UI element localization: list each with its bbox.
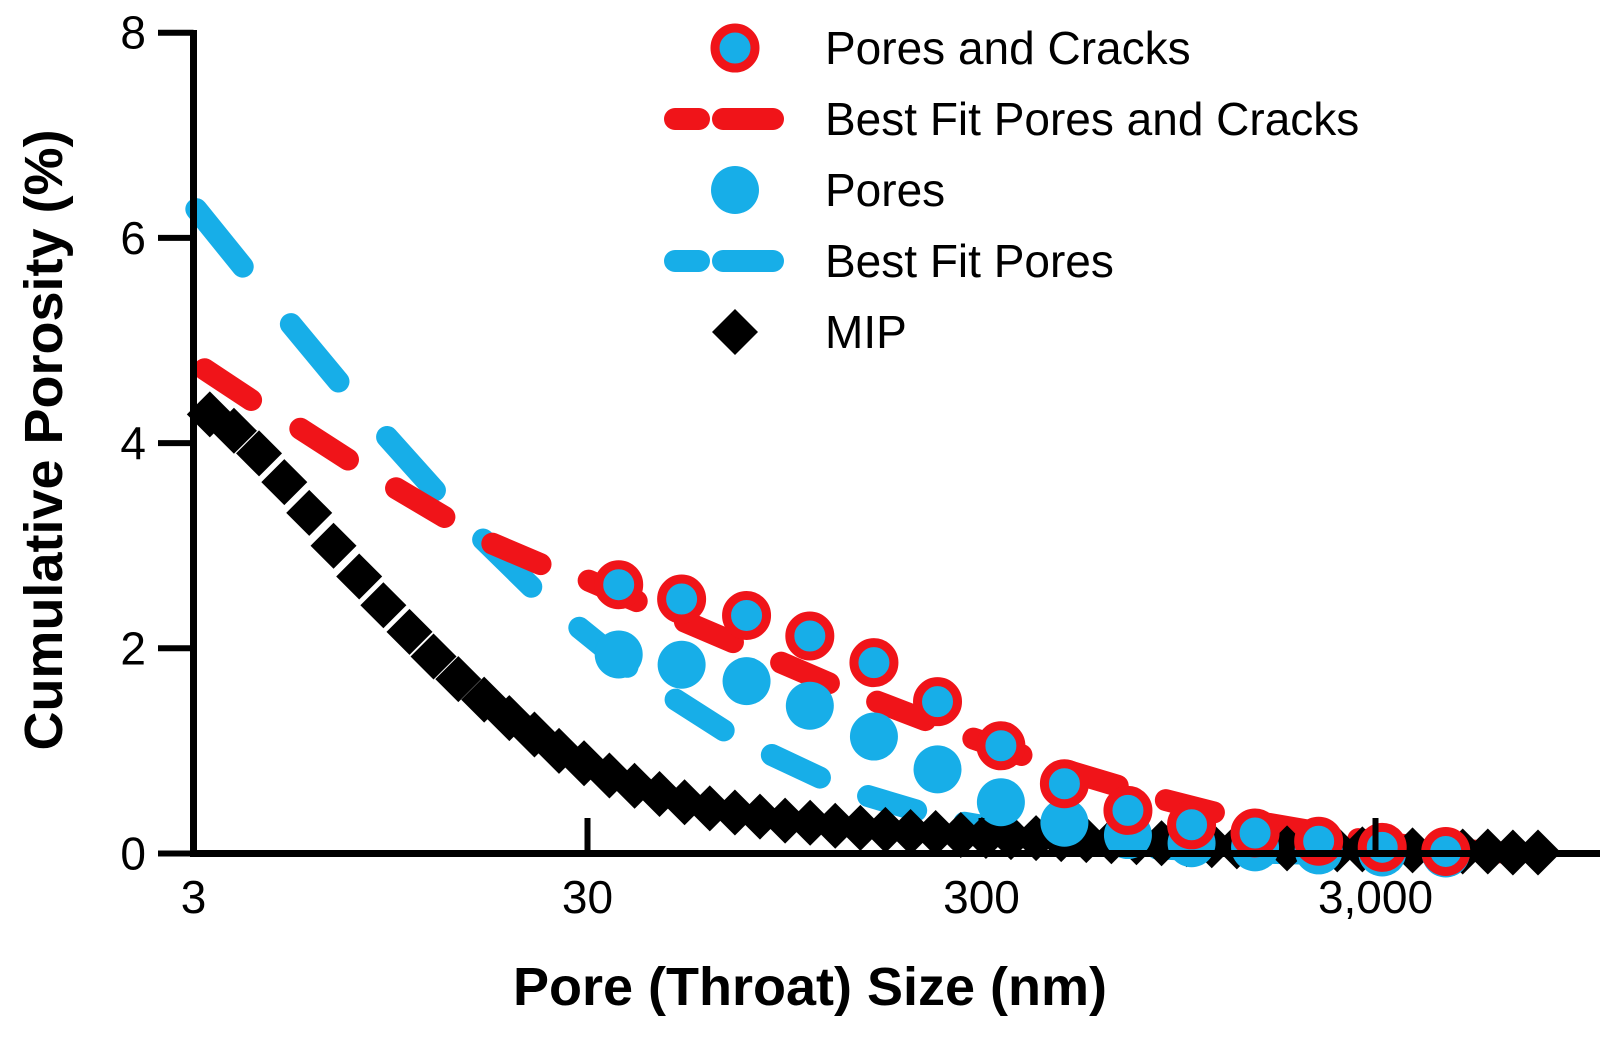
legend-label: MIP (825, 306, 907, 358)
series-best-fit-pores (185, 198, 1313, 865)
marker-pores (1040, 798, 1089, 847)
y-tick-labels: 0 2 4 6 8 (120, 7, 146, 880)
marker-pores (657, 640, 706, 689)
dash-segment (673, 610, 744, 654)
x-tick-label-300: 300 (943, 871, 1020, 923)
dash-segment (193, 358, 263, 412)
y-tick-marks (158, 29, 194, 857)
legend-label: Pores (825, 164, 945, 216)
marker-mip (261, 459, 308, 506)
dash-segment (866, 690, 937, 732)
legend-item-pores: Pores (711, 164, 945, 216)
marker-pores-and-cracks (976, 721, 1026, 771)
marker-pores-and-cracks (849, 638, 899, 688)
legend-item-best-fit-pores: Best Fit Pores (664, 235, 1114, 287)
legend-label: Pores and Cracks (825, 22, 1191, 74)
dash-segment (279, 313, 350, 393)
marker-pores (722, 657, 771, 706)
marker-pores (976, 778, 1025, 827)
chart-legend: Pores and Cracks Best Fit Pores and Crack… (664, 22, 1359, 358)
marker-mip (386, 608, 433, 655)
x-tick-label-3: 3 (181, 871, 207, 923)
marker-pores-and-cracks (722, 590, 772, 640)
axes-layer (158, 29, 1600, 857)
marker-pores (849, 712, 898, 761)
marker-pores-and-cracks (594, 560, 644, 610)
dash-segment (760, 744, 831, 789)
x-tick-marks (584, 818, 1379, 854)
marker-pores-and-cracks (1357, 822, 1407, 872)
marker-mip (912, 809, 959, 856)
dash-segment (385, 477, 456, 528)
x-tick-labels: 3 30 300 3,000 (181, 871, 1433, 923)
dash-segment (185, 198, 254, 278)
y-tick-label-8: 8 (120, 7, 146, 59)
dash-segment (664, 688, 735, 742)
x-tick-label-3000: 3,000 (1318, 871, 1433, 923)
y-tick-label-0: 0 (120, 828, 146, 880)
x-tick-label-30: 30 (562, 871, 613, 923)
marker-mip (887, 808, 934, 855)
marker-mip (410, 633, 457, 680)
marker-pores-and-cracks (1039, 759, 1089, 809)
dot-marker-icon (711, 166, 759, 214)
marker-mip (210, 407, 257, 454)
marker-mip (286, 489, 333, 536)
dash-segment (481, 532, 552, 576)
dash-segment (289, 417, 359, 471)
dash-segment (770, 651, 840, 695)
x-axis-title: Pore (Throat) Size (nm) (513, 957, 1107, 1017)
legend-item-mip: MIP (712, 306, 907, 358)
marker-mip (336, 553, 383, 600)
dash-segment (857, 785, 928, 822)
marker-mip (310, 522, 357, 569)
marker-mip (360, 582, 407, 629)
diamond-marker-icon (712, 309, 758, 355)
marker-pores-and-cracks (1230, 808, 1280, 858)
marker-mip (862, 806, 909, 853)
legend-label: Best Fit Pores (825, 235, 1114, 287)
legend-label: Best Fit Pores and Cracks (825, 93, 1359, 145)
marker-pores (594, 630, 643, 679)
y-axis-title: Cumulative Porosity (%) (14, 129, 74, 750)
marker-pores-and-cracks (657, 574, 707, 624)
marker-mip (937, 812, 984, 859)
marker-pores (913, 745, 962, 794)
marker-mip (236, 430, 283, 477)
marker-mip (812, 802, 859, 849)
marker-pores-and-cracks (1103, 785, 1153, 835)
marker-pores-and-cracks (1167, 800, 1217, 850)
ring-marker-icon (710, 23, 760, 73)
marker-pores-and-cracks (913, 677, 963, 727)
marker-pores-and-cracks (785, 611, 835, 661)
y-tick-label-4: 4 (120, 417, 146, 469)
y-tick-label-6: 6 (120, 212, 146, 264)
y-tick-label-2: 2 (120, 622, 146, 674)
marker-pores (785, 681, 834, 730)
legend-item-pores-and-cracks: Pores and Cracks (710, 22, 1191, 74)
legend-item-best-fit-pores-and-cracks: Best Fit Pores and Cracks (664, 93, 1359, 145)
dash-segment (376, 425, 446, 502)
marker-mip (435, 656, 482, 703)
